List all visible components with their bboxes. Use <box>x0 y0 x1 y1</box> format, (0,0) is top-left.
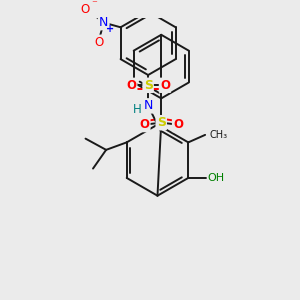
Text: OH: OH <box>208 173 225 183</box>
Text: N: N <box>143 99 153 112</box>
Text: O: O <box>80 3 90 16</box>
Text: O: O <box>94 36 104 49</box>
Text: N: N <box>99 16 108 29</box>
Text: CH₃: CH₃ <box>210 130 228 140</box>
Text: O: O <box>140 118 149 131</box>
Text: ⁻: ⁻ <box>92 0 97 9</box>
Text: O: O <box>173 118 183 131</box>
Text: O: O <box>126 79 136 92</box>
Text: +: + <box>106 24 114 34</box>
Text: S: S <box>157 116 166 129</box>
Text: S: S <box>144 79 153 92</box>
Text: H: H <box>133 103 141 116</box>
Text: O: O <box>160 79 170 92</box>
